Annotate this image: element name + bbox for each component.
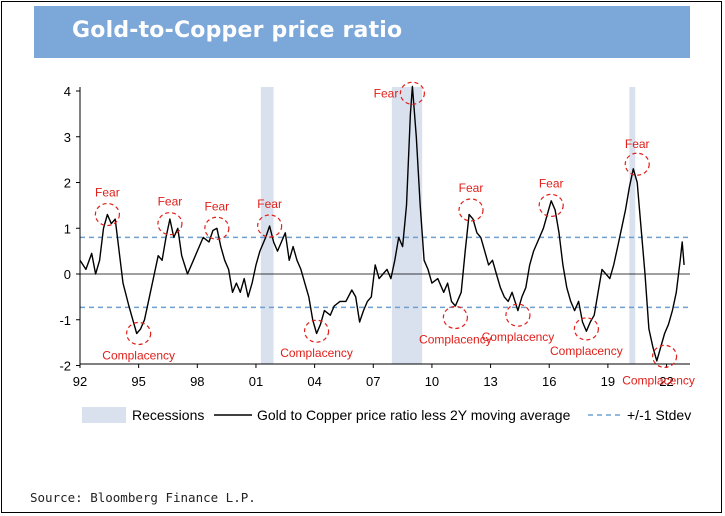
fear-label: Fear [625, 137, 650, 151]
x-tick-label: 22 [659, 374, 673, 389]
complacency-label: Complacency [419, 332, 492, 346]
x-tick-label: 98 [190, 374, 204, 389]
complacency-marker-9 [303, 319, 330, 343]
complacency-marker-13 [651, 344, 678, 368]
recession-band-2 [629, 87, 636, 364]
y-tick-label: -2 [59, 359, 71, 374]
complacency-label: Complacency [482, 330, 555, 344]
chart-title: Gold-to-Copper price ratio [72, 18, 403, 43]
fear-label: Fear [374, 86, 399, 100]
x-tick-label: 95 [131, 374, 145, 389]
x-tick-label: 01 [249, 374, 263, 389]
source-note: Source: Bloomberg Finance L.P. [30, 490, 256, 505]
x-tick-label: 10 [425, 374, 439, 389]
fear-label: Fear [158, 195, 183, 209]
complacency-label: Complacency [280, 346, 353, 360]
recession-band-1 [391, 87, 423, 364]
fear-label: Fear [95, 186, 120, 200]
series-line-0 [79, 85, 685, 362]
legend-series-label: Gold to Copper price ratio less 2Y movin… [257, 407, 571, 423]
fear-label: Fear [257, 197, 282, 211]
legend-stdev-label: +/-1 Stdev [627, 407, 691, 423]
x-tick-label: 92 [73, 374, 87, 389]
complacency-marker-12 [573, 317, 599, 341]
complacency-label: Complacency [622, 373, 695, 387]
fear-marker-4 [399, 81, 425, 105]
fear-marker-6 [538, 193, 564, 217]
complacency-marker-11 [505, 303, 531, 327]
x-tick-label: 13 [483, 374, 497, 389]
fear-marker-5 [458, 198, 484, 222]
fear-label: Fear [205, 199, 230, 213]
y-tick-label: 4 [64, 84, 71, 99]
complacency-label: Complacency [102, 348, 175, 362]
fear-label: Fear [539, 176, 564, 190]
fear-marker-3 [257, 214, 283, 238]
y-tick-label: 2 [64, 176, 71, 191]
fear-marker-2 [204, 216, 230, 240]
y-tick-label: -1 [59, 313, 71, 328]
x-tick-label: 19 [601, 374, 615, 389]
fear-label: Fear [459, 181, 484, 195]
x-tick-label: 04 [307, 374, 321, 389]
complacency-label: Complacency [550, 344, 623, 358]
x-tick-label: 16 [542, 374, 556, 389]
complacency-marker-10 [442, 305, 468, 330]
fear-marker-1 [157, 212, 183, 236]
complacency-marker-8 [126, 321, 152, 346]
y-tick-label: 3 [64, 130, 71, 145]
legend-recessions-swatch [82, 407, 126, 423]
fear-marker-7 [624, 152, 650, 176]
y-tick-label: 0 [64, 267, 71, 282]
fear-marker-0 [94, 202, 120, 227]
recession-band-0 [260, 87, 274, 364]
legend-recessions-label: Recessions [132, 407, 204, 423]
y-tick-label: 1 [64, 221, 71, 236]
x-tick-label: 07 [366, 374, 380, 389]
title-bar: Gold-to-Copper price ratio [34, 6, 690, 58]
